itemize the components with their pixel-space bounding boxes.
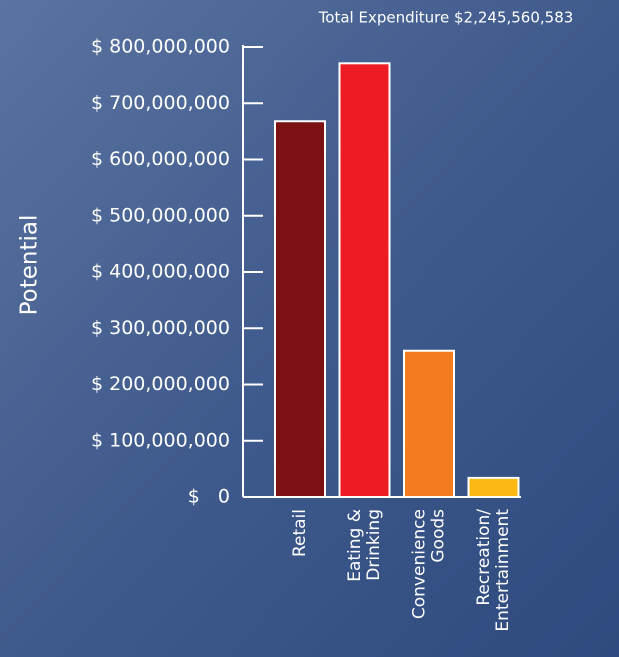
bar	[404, 351, 454, 497]
y-axis-label: Potential	[17, 215, 43, 316]
x-tick-label: Retail	[290, 509, 310, 557]
y-tick-label: $ 700,000,000	[91, 92, 230, 114]
chart-title: Total Expenditure $2,245,560,583	[318, 9, 574, 27]
y-tick-label: $ 200,000,000	[91, 373, 230, 395]
y-tick-label: $ 300,000,000	[91, 317, 230, 339]
y-tick-label: $ 400,000,000	[91, 261, 230, 283]
y-tick-label: $ 100,000,000	[91, 429, 230, 451]
x-tick-label: Eating &Drinking	[345, 509, 384, 582]
y-tick-label: $ 600,000,000	[91, 148, 230, 170]
bar	[340, 63, 390, 497]
chart: Total Expenditure $2,245,560,583 Potenti…	[0, 0, 619, 657]
y-tick-label: $ 0	[188, 486, 230, 508]
y-tick-label: $ 800,000,000	[91, 36, 230, 58]
y-tick-label: $ 500,000,000	[91, 204, 230, 226]
bar	[275, 121, 325, 497]
bar	[469, 478, 519, 497]
